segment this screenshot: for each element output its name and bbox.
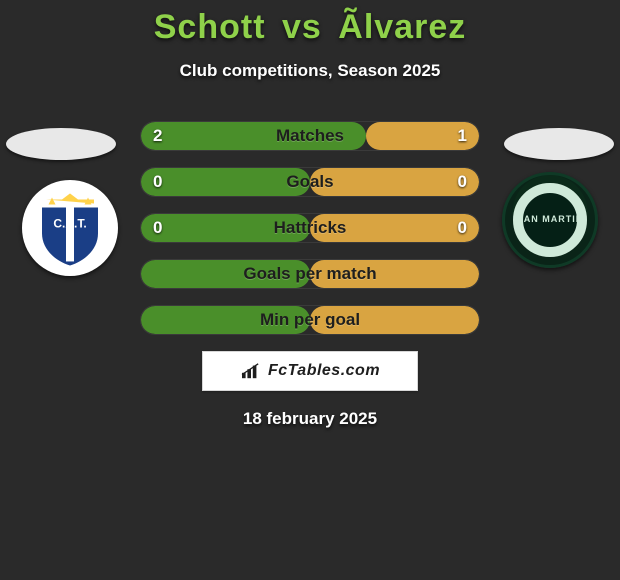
subtitle: Club competitions, Season 2025 bbox=[0, 61, 620, 81]
stat-value-left: 2 bbox=[153, 126, 162, 146]
stat-label: Min per goal bbox=[141, 310, 479, 330]
stat-row: Hattricks0 0 bbox=[140, 213, 480, 243]
player-photo-right-placeholder bbox=[504, 128, 614, 160]
title-player1: Schott bbox=[154, 8, 266, 46]
watermark: FcTables.com bbox=[202, 351, 418, 391]
bar-chart-icon bbox=[240, 362, 262, 380]
stat-label: Hattricks bbox=[141, 218, 479, 238]
stat-value-right: 0 bbox=[458, 218, 467, 238]
stat-value-left: 0 bbox=[153, 172, 162, 192]
player-photo-left-placeholder bbox=[6, 128, 116, 160]
stat-value-right: 1 bbox=[458, 126, 467, 146]
title-player2: Ãlvarez bbox=[338, 8, 466, 46]
title-vs: vs bbox=[282, 8, 322, 46]
stat-value-left: 0 bbox=[153, 218, 162, 238]
page-title: Schott vs Ãlvarez bbox=[0, 8, 620, 47]
stat-row: Goals per match bbox=[140, 259, 480, 289]
stat-row: Matches2 1 bbox=[140, 121, 480, 151]
svg-text:C.A.T.: C.A.T. bbox=[53, 216, 86, 230]
team-badge-right: SAN MARTIN bbox=[502, 172, 598, 268]
stat-label: Matches bbox=[141, 126, 479, 146]
badge-right-text: SAN MARTIN bbox=[505, 175, 595, 265]
stats-bars: Matches21Goals00Hattricks00Goals per mat… bbox=[140, 121, 480, 335]
watermark-text: FcTables.com bbox=[268, 362, 380, 380]
footer-date: 18 february 2025 bbox=[0, 409, 620, 429]
stat-label: Goals per match bbox=[141, 264, 479, 284]
team-badge-left: C.A.T. bbox=[22, 180, 118, 276]
shield-icon: C.A.T. bbox=[38, 193, 102, 265]
stat-label: Goals bbox=[141, 172, 479, 192]
stat-row: Min per goal bbox=[140, 305, 480, 335]
infographic-card: Schott vs Ãlvarez Club competitions, Sea… bbox=[0, 0, 620, 580]
stat-value-right: 0 bbox=[458, 172, 467, 192]
stat-row: Goals0 0 bbox=[140, 167, 480, 197]
